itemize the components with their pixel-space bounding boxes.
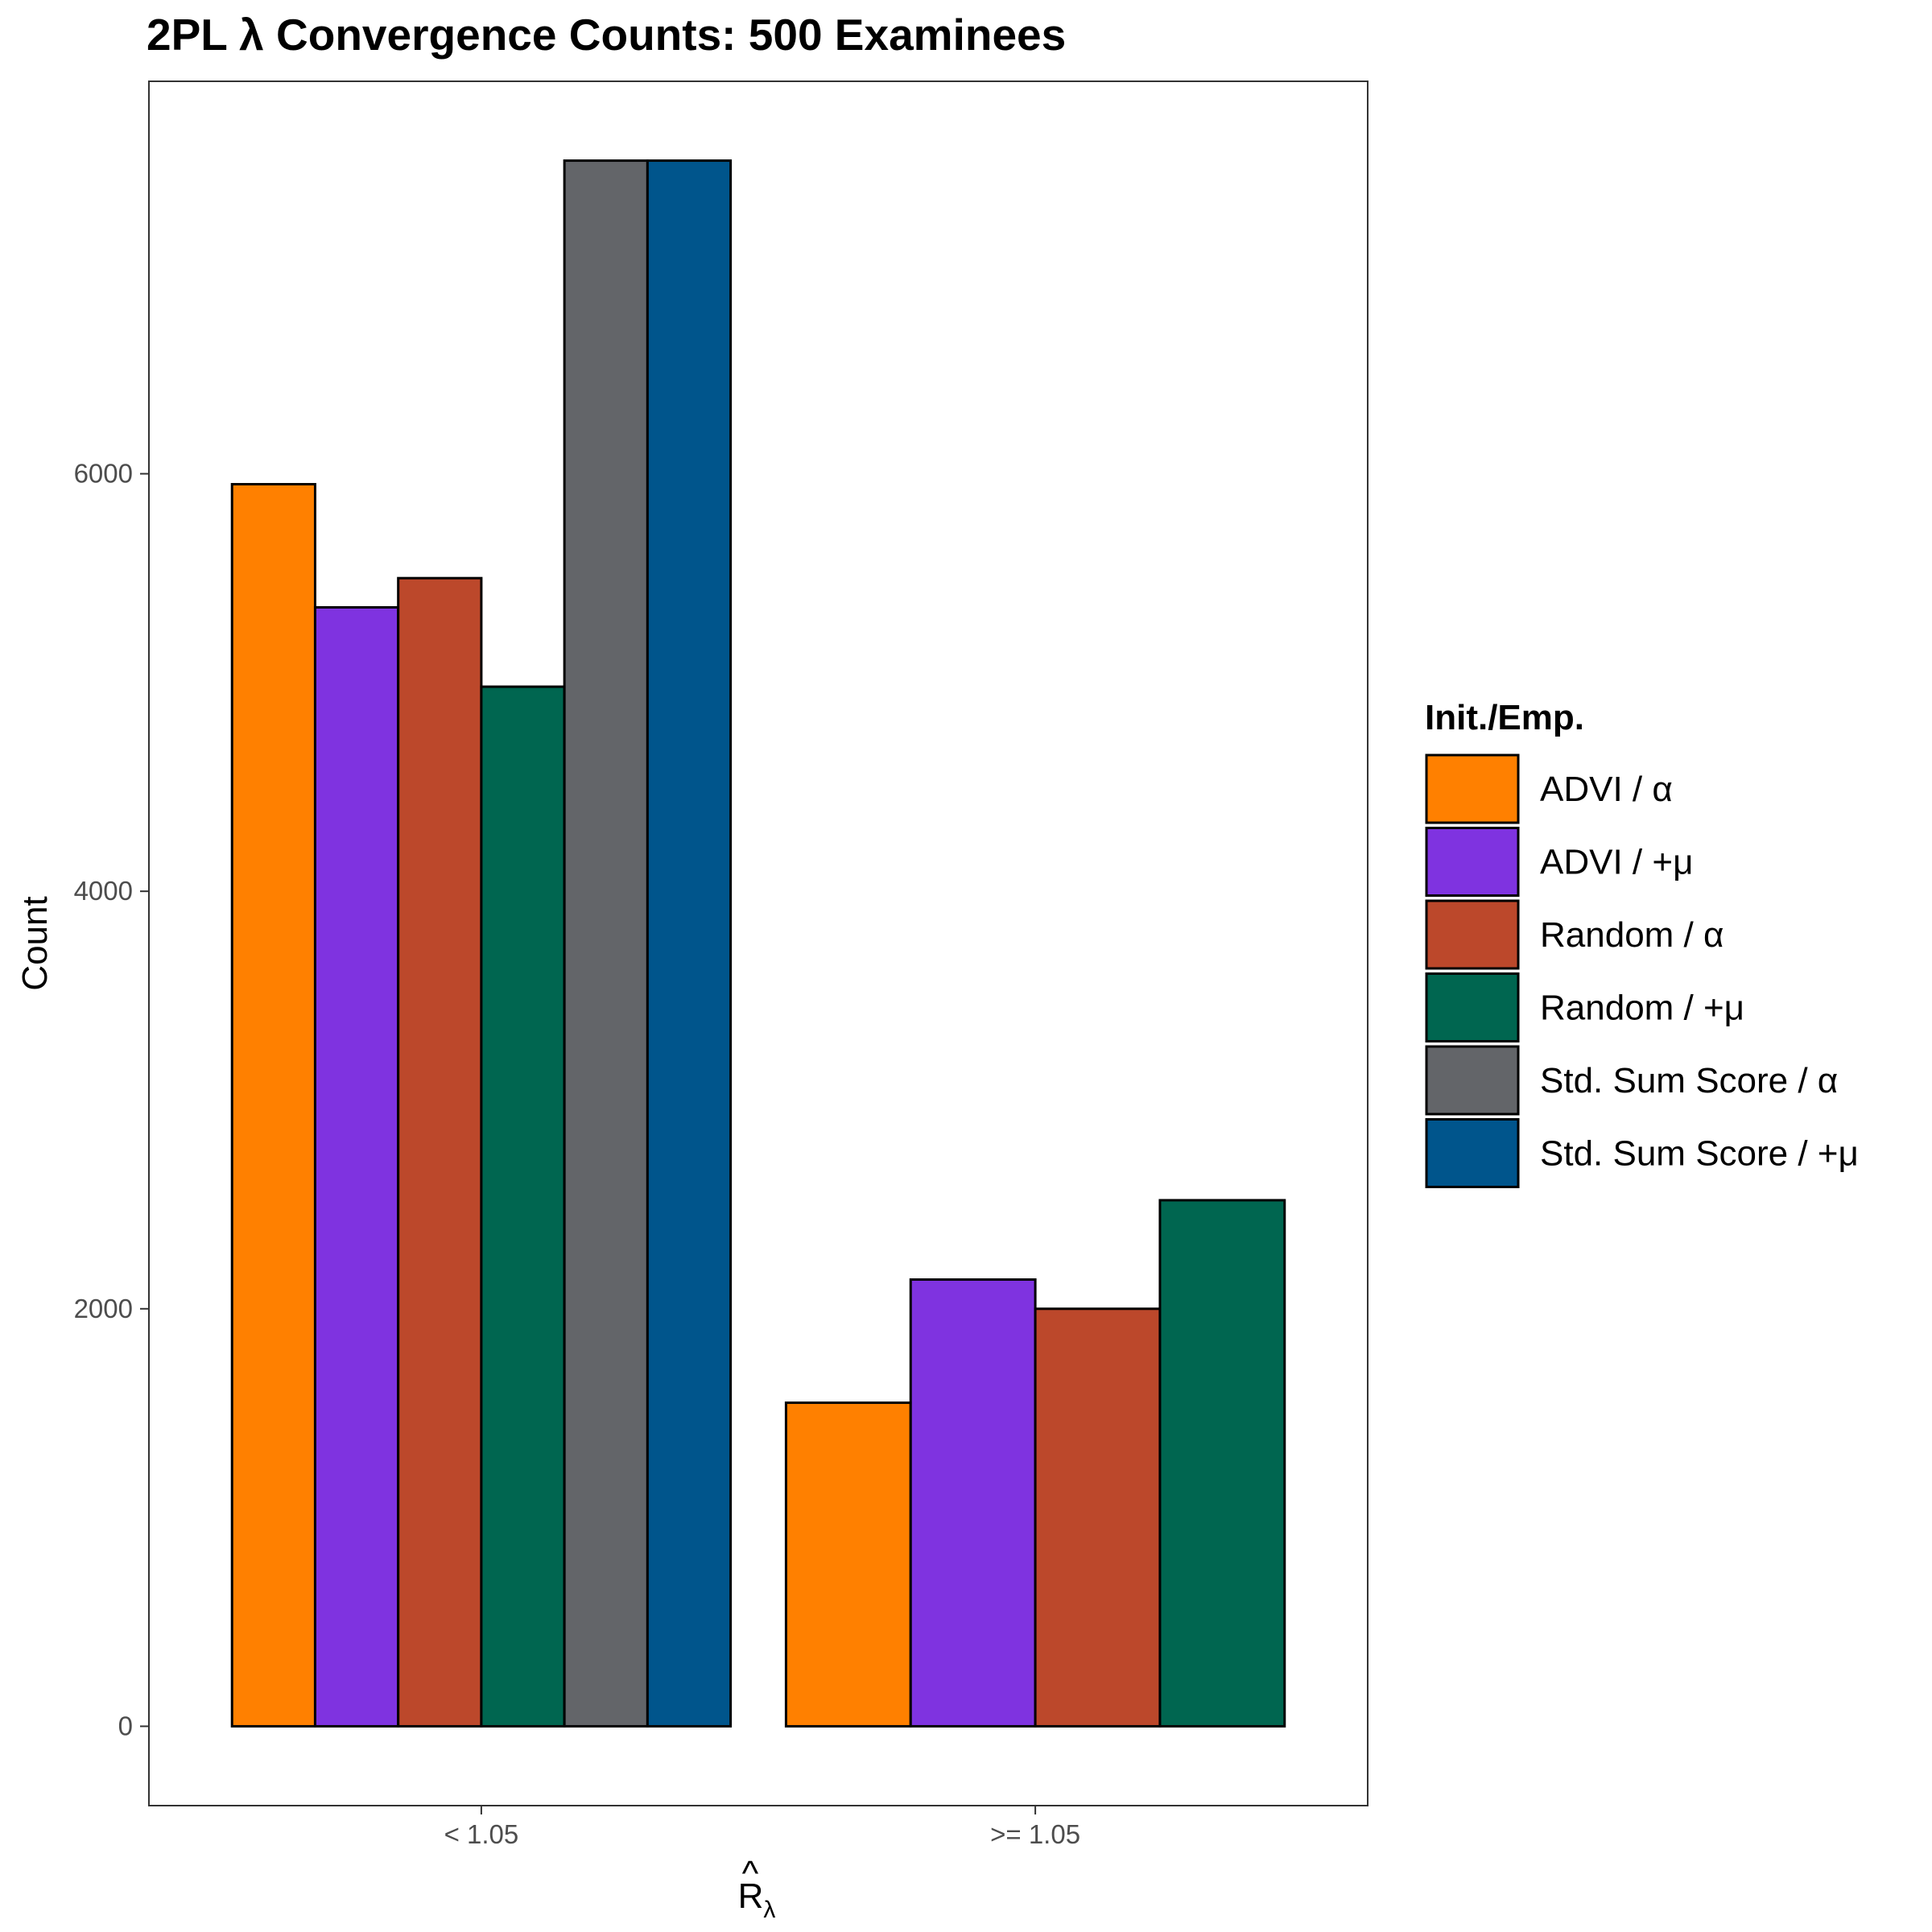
bar <box>230 482 316 1728</box>
bar <box>397 576 483 1728</box>
legend-swatch <box>1425 972 1520 1042</box>
bar <box>1034 1307 1162 1728</box>
legend-label: Std. Sum Score / +μ <box>1540 1134 1859 1174</box>
bar <box>563 159 649 1728</box>
chart-title: 2PL λ Convergence Counts: 500 Examinees <box>147 10 1066 60</box>
legend: ADVI / α ADVI / +μ Random / α Random / +μ St… <box>1425 753 1859 1188</box>
x-axis-title-letter: R <box>738 1876 764 1916</box>
bar <box>1158 1199 1286 1728</box>
legend-label: Std. Sum Score / α <box>1540 1061 1838 1100</box>
legend-swatch <box>1425 1118 1520 1188</box>
y-tick-label: 4000 <box>74 876 133 906</box>
bar <box>480 685 566 1728</box>
legend-swatch <box>1425 1045 1520 1116</box>
bar <box>646 159 733 1728</box>
legend-title: Init./Emp. <box>1425 698 1584 737</box>
legend-label: Random / α <box>1540 915 1724 955</box>
legend-label: ADVI / α <box>1540 770 1673 809</box>
bars-group <box>230 159 1286 1728</box>
legend-swatch <box>1425 827 1520 897</box>
bar <box>909 1278 1037 1728</box>
x-axis-title-hat: ^ <box>742 1854 759 1893</box>
y-tick-label: 0 <box>118 1711 133 1740</box>
bar <box>784 1402 912 1728</box>
x-axis-title: Rλ ^ <box>738 1854 776 1923</box>
x-tick-label: < 1.05 <box>444 1819 519 1849</box>
bar <box>313 605 400 1728</box>
y-tick-label: 6000 <box>74 459 133 489</box>
legend-label: ADVI / +μ <box>1540 843 1693 882</box>
x-axis-title-main: Rλ <box>738 1876 776 1923</box>
y-axis: 0 2000 4000 6000 <box>74 459 149 1740</box>
legend-swatch <box>1425 899 1520 970</box>
legend-label: Random / +μ <box>1540 989 1744 1028</box>
y-axis-title: Count <box>15 896 55 990</box>
x-axis-title-subscript: λ <box>763 1897 775 1923</box>
legend-swatch <box>1425 753 1520 824</box>
y-tick-label: 2000 <box>74 1294 133 1323</box>
x-tick-label: >= 1.05 <box>990 1819 1080 1849</box>
x-axis: < 1.05 >= 1.05 <box>444 1806 1080 1849</box>
